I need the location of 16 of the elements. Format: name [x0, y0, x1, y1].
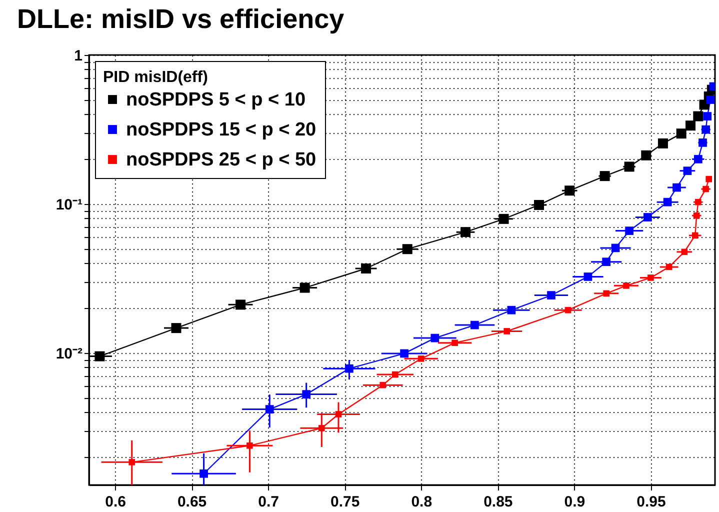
- x-tick-label: 0.9: [564, 494, 586, 510]
- y-tick-label: 10⁻²: [56, 345, 82, 362]
- chart-title: DLLe: misID vs efficiency: [17, 4, 344, 34]
- x-tick-label: 0.85: [484, 494, 513, 510]
- y-tick-label: 10⁻¹: [56, 196, 82, 214]
- x-tick-label: 0.6: [105, 494, 126, 510]
- x-tick-label: 0.8: [411, 494, 432, 510]
- legend-label: noSPDPS 25 < p < 50: [126, 150, 316, 170]
- legend-label: noSPDPS 5 < p < 10: [126, 90, 306, 110]
- legend-title: PID misID(eff): [103, 69, 208, 86]
- y-tick-label: 1: [74, 48, 82, 64]
- x-tick-label: 0.75: [330, 494, 360, 510]
- x-tick-label: 0.65: [177, 494, 207, 510]
- x-tick-label: 0.7: [258, 494, 280, 510]
- x-tick-label: 0.95: [636, 494, 666, 510]
- legend-label: noSPDPS 15 < p < 20: [126, 120, 316, 140]
